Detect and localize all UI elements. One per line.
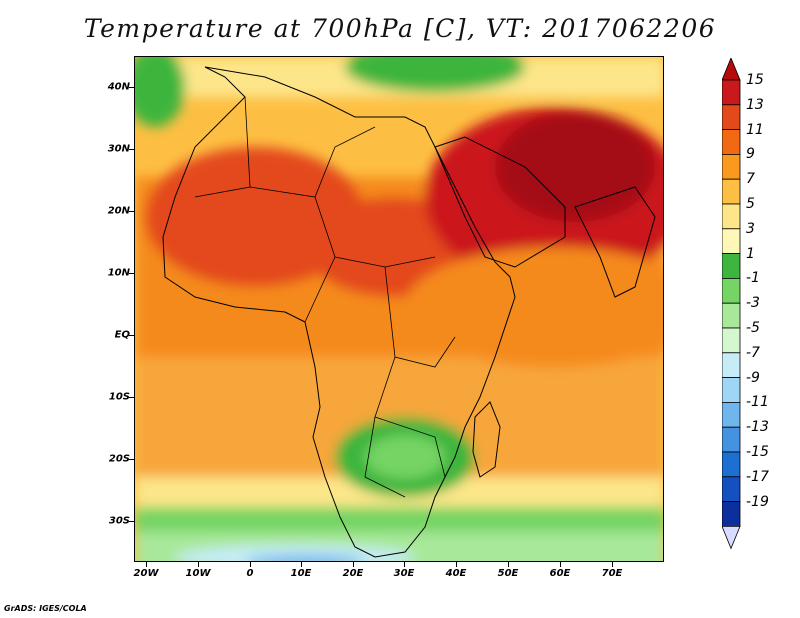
colorbar-label: -19 (746, 493, 769, 510)
colorbar-swatch (722, 426, 741, 453)
internal-borders (194, 96, 456, 498)
colorbar-label: 1 (746, 245, 755, 262)
lon-label-40e: 40E (445, 568, 467, 579)
lat-label-20n: 20N (107, 205, 130, 217)
colorbar-swatch (722, 154, 741, 180)
lon-label-10w: 10W (185, 568, 211, 579)
lat-label-30s: 30S (108, 515, 130, 527)
colorbar-label: 15 (746, 72, 764, 88)
colorbar-label: -11 (746, 394, 769, 411)
lon-tick (250, 562, 251, 567)
colorbar-label: 9 (746, 146, 755, 163)
lat-label-10n: 10N (107, 267, 130, 279)
lon-tick (508, 562, 509, 567)
map-panel (134, 56, 664, 562)
colorbar-label: 5 (746, 196, 755, 212)
india-coastline (574, 186, 656, 298)
colorbar-swatch (722, 451, 741, 478)
colorbar-swatch (722, 352, 741, 378)
colorbar-label: -7 (746, 344, 760, 361)
lon-label-70e: 70E (601, 568, 623, 579)
lon-label-20w: 20W (133, 568, 159, 579)
colorbar-swatch (722, 253, 741, 279)
colorbar-label: -3 (746, 295, 760, 312)
colorbar-label: -1 (746, 270, 760, 287)
colorbar-label: 7 (746, 171, 755, 188)
colorbar-swatch (722, 79, 741, 106)
colorbar-label: 11 (746, 121, 764, 138)
lat-tick (129, 521, 134, 522)
lat-tick (129, 273, 134, 274)
colorbar-swatch (722, 277, 741, 304)
lat-tick (129, 149, 134, 150)
country-borders (162, 66, 656, 558)
colorbar-swatch (722, 302, 741, 329)
lat-label-30n: 30N (107, 143, 130, 155)
colorbar-swatch (722, 476, 741, 502)
colorbar-swatch (722, 104, 741, 130)
lon-tick (198, 562, 199, 567)
lat-label-40n: 40N (107, 81, 130, 93)
lon-label-0: 0 (246, 568, 254, 579)
lon-tick (456, 562, 457, 567)
lon-label-20e: 20E (342, 568, 364, 579)
lat-label-20s: 20S (108, 453, 130, 465)
colorbar-swatch (722, 178, 741, 205)
arabia-coastline (434, 136, 566, 268)
colorbar-label: -5 (746, 320, 760, 336)
colorbar-swatch (722, 228, 741, 255)
colorbar-swatch (722, 129, 741, 155)
lat-label-10s: 10S (108, 391, 130, 403)
lat-tick (129, 87, 134, 88)
lat-tick (129, 335, 134, 336)
lat-tick (129, 397, 134, 398)
colorbar-swatches (722, 58, 741, 550)
lat-tick (129, 459, 134, 460)
colorbar (722, 58, 741, 550)
lon-tick (353, 562, 354, 567)
temperature-map (135, 57, 663, 561)
colorbar-top-arrow (722, 58, 741, 81)
colorbar-label: -9 (746, 369, 760, 386)
colorbar-swatch (722, 377, 741, 403)
lon-label-10e: 10E (290, 568, 312, 579)
lon-tick (612, 562, 613, 567)
temperature-field-fills (135, 57, 663, 561)
lon-tick (404, 562, 405, 567)
lon-tick (560, 562, 561, 567)
madagascar-coastline (472, 401, 501, 478)
colorbar-swatch (722, 203, 741, 230)
colorbar-label: -15 (746, 444, 769, 460)
lat-label-eq: EQ (114, 329, 130, 341)
colorbar-label: 3 (746, 220, 755, 237)
chart-title: Temperature at 700hPa [C], VT: 201706220… (83, 14, 717, 43)
lon-label-30e: 30E (393, 568, 415, 579)
lon-tick (301, 562, 302, 567)
colorbar-swatch (722, 501, 741, 527)
lat-tick (129, 211, 134, 212)
colorbar-swatch (722, 327, 741, 354)
colorbar-label: -13 (746, 419, 769, 436)
colorbar-swatch (722, 401, 741, 428)
colorbar-bottom-arrow (722, 525, 741, 550)
lon-label-50e: 50E (497, 568, 519, 579)
colorbar-label: 13 (746, 96, 764, 113)
lon-label-60e: 60E (549, 568, 571, 579)
footer-credit: GrADS: IGES/COLA (4, 604, 87, 613)
colorbar-label: -17 (746, 468, 769, 485)
lon-tick (146, 562, 147, 567)
